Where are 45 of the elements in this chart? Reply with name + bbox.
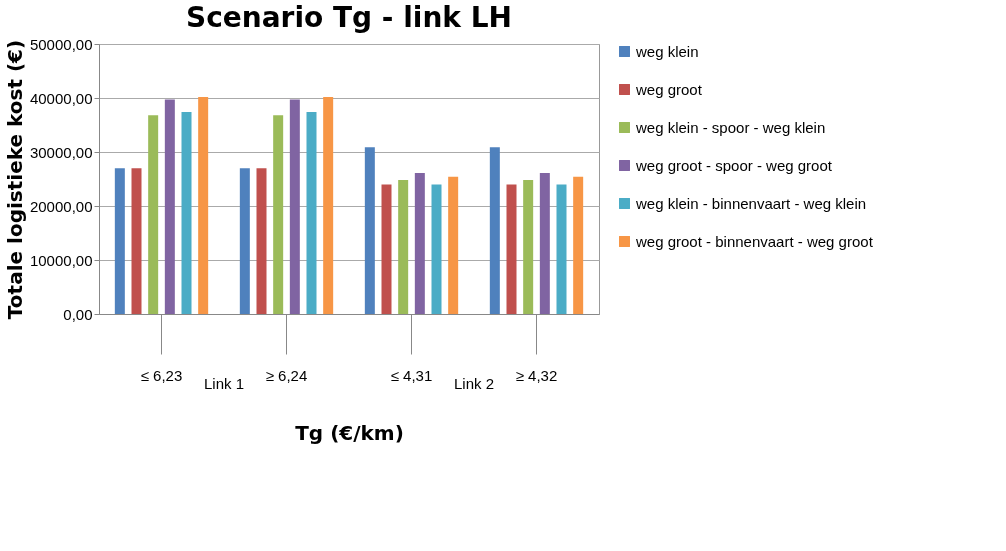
bar (414, 173, 425, 314)
y-tick-label: 20000,00 (29, 197, 93, 215)
y-axis-title: Totale logistieke kost (€) (2, 39, 27, 320)
bar (398, 180, 409, 314)
bar (556, 184, 567, 314)
x-axis-title: Tg (€/km) (295, 420, 404, 445)
text: Link 2 (453, 375, 495, 392)
bar (181, 112, 192, 314)
chart-title: Scenario Tg - link LH (185, 1, 513, 34)
bar (164, 99, 175, 314)
bar (489, 147, 500, 314)
bar (573, 176, 584, 314)
x-tick-label: ≤ 4,31 (390, 366, 433, 384)
bar (448, 176, 459, 314)
text: Link 1 (203, 375, 245, 392)
y-tick-label: 10000,00 (29, 251, 93, 269)
bar (323, 96, 334, 314)
legend-label: weg groot - spoor - weg groot (635, 156, 833, 174)
bar (273, 115, 284, 314)
bar (148, 115, 159, 314)
bar (114, 168, 125, 314)
x-tick-label: ≥ 6,24 (265, 366, 308, 384)
bar (364, 147, 375, 314)
y-tick-label: 40000,00 (29, 89, 93, 107)
bar (256, 168, 267, 314)
legend-label: weg groot (635, 80, 703, 98)
legend-label: weg klein (635, 42, 699, 60)
bar (306, 112, 317, 314)
y-tick-label: 50000,00 (29, 35, 93, 53)
bar (289, 99, 300, 314)
bar (198, 96, 209, 314)
x-tick-label: ≤ 6,23 (140, 366, 183, 384)
y-tick-label: 0,00 (63, 305, 93, 323)
x-tick-label: ≥ 4,32 (515, 366, 558, 384)
legend-label: weg klein - binnenvaart - weg klein (635, 194, 867, 212)
bar (431, 184, 442, 314)
y-tick-label: 30000,00 (29, 143, 93, 161)
bar (239, 168, 250, 314)
bar (539, 173, 550, 314)
bar (523, 180, 534, 314)
legend-label: weg klein - spoor - weg klein (635, 118, 826, 136)
bar (506, 184, 517, 314)
bar (381, 184, 392, 314)
bar (131, 168, 142, 314)
legend-label: weg groot - binnenvaart - weg groot (635, 232, 874, 250)
